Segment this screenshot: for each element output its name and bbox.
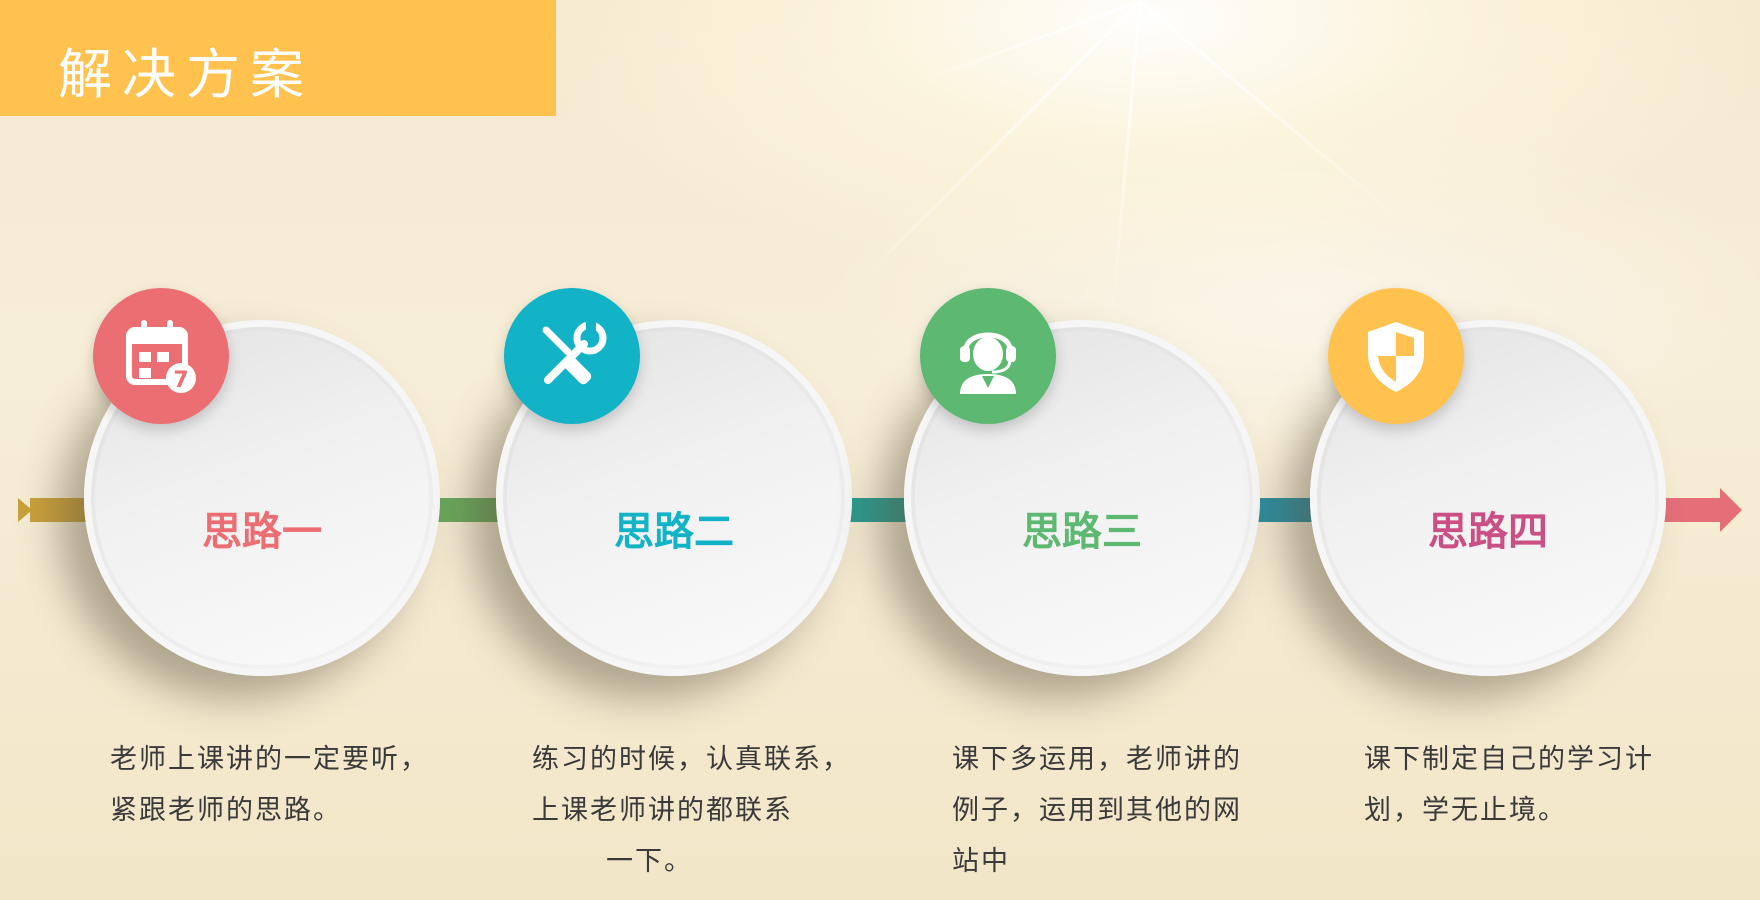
light-ray xyxy=(1139,0,1417,235)
step-desc-3: 课下多运用，老师讲的 例子，运用到其他的网 站中 xyxy=(952,744,1242,877)
page-title: 解决方案 xyxy=(58,43,314,106)
shield-icon xyxy=(1368,322,1424,392)
step-desc-4: 课下制定自己的学习计 划，学无止境。 xyxy=(1364,744,1654,826)
step-badge-2 xyxy=(504,288,640,424)
light-ray xyxy=(895,0,1141,92)
support-agent-icon xyxy=(960,332,1016,394)
step-label: 思路一 xyxy=(202,509,322,555)
svg-text:7: 7 xyxy=(173,368,188,393)
step-badge-3 xyxy=(920,288,1056,424)
calendar-icon: 7 xyxy=(126,320,196,393)
title-banner: 解决方案 xyxy=(0,0,556,116)
step-label: 思路三 xyxy=(1022,509,1142,555)
tools-icon xyxy=(542,320,607,385)
arrow-head xyxy=(1720,488,1742,532)
step-desc-2: 练习的时候，认真联系， 上课老师讲的都联系 一下。 xyxy=(532,744,851,877)
step-badge-1: 7 xyxy=(93,288,229,424)
light-ray xyxy=(841,0,1142,300)
light-ray xyxy=(1110,1,1142,321)
arrow-tail xyxy=(18,498,32,522)
step-desc-1: 老师上课讲的一定要听， 紧跟老师的思路。 xyxy=(110,744,429,826)
step-label: 思路二 xyxy=(614,509,734,555)
step-badge-4 xyxy=(1328,288,1464,424)
arrow-segment xyxy=(1660,498,1722,522)
step-label: 思路四 xyxy=(1428,509,1548,555)
